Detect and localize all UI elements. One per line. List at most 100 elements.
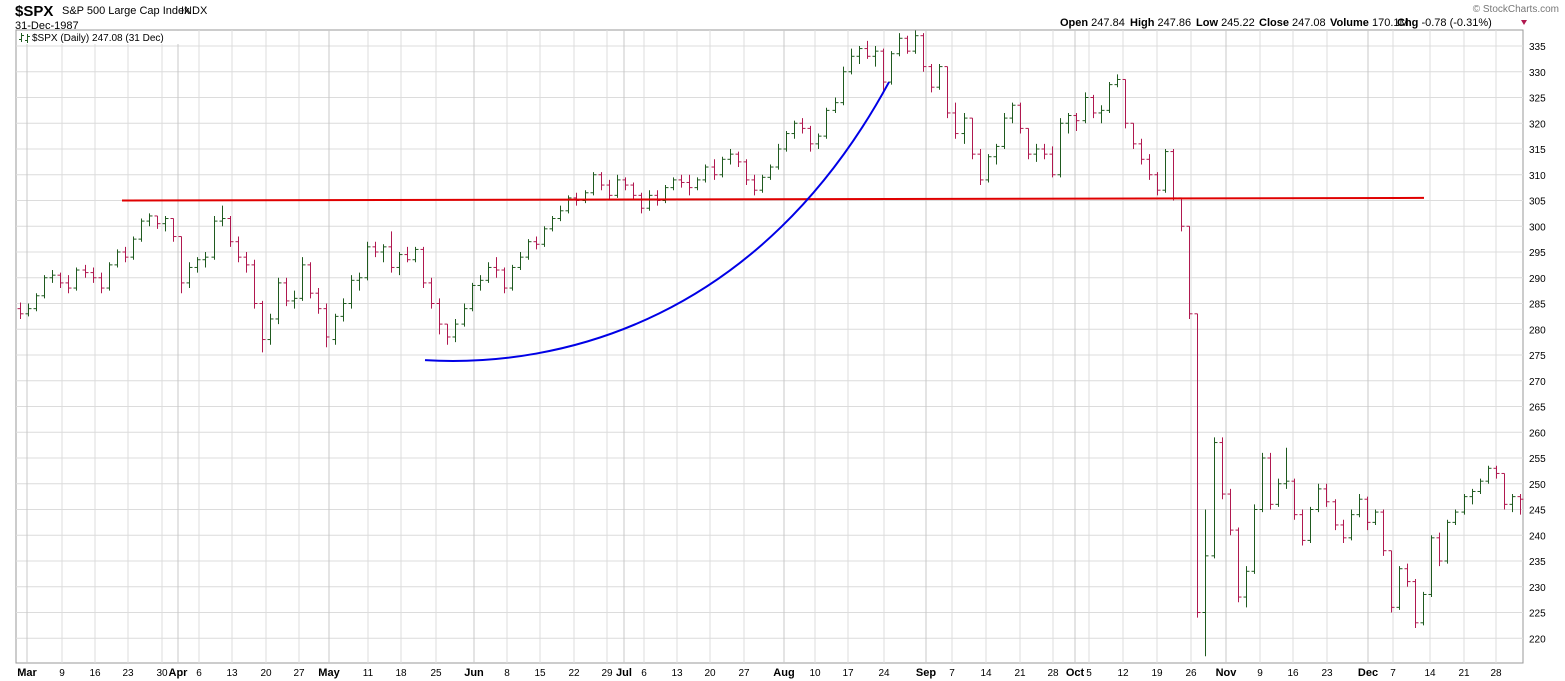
- down-triangle-icon: [1521, 20, 1527, 25]
- price-bar: [452, 318, 459, 343]
- price-bar: [1130, 122, 1137, 149]
- x-tick-label: 5: [1086, 668, 1092, 679]
- y-tick-label: 325: [1529, 94, 1546, 105]
- price-bar: [461, 303, 468, 327]
- x-tick-label: 14: [980, 668, 992, 679]
- x-tick-label: 16: [89, 668, 101, 679]
- price-bar: [848, 48, 855, 75]
- y-tick-label: 225: [1529, 609, 1546, 620]
- ohlc-close: Close 247.08: [1259, 17, 1326, 29]
- x-tick-label: 13: [671, 668, 683, 679]
- x-tick-label: Aug: [773, 667, 794, 679]
- price-bar: [1340, 519, 1347, 543]
- y-tick-label: 335: [1529, 42, 1546, 53]
- price-bar: [791, 120, 798, 139]
- price-bar: [1098, 105, 1105, 124]
- price-bar: [541, 226, 548, 247]
- annotations: [121, 81, 1425, 362]
- x-tick-label: 10: [809, 668, 821, 679]
- price-bar: [1025, 127, 1032, 160]
- price-bar: [1090, 94, 1097, 119]
- price-bar: [686, 174, 693, 196]
- price-bar: [291, 290, 298, 309]
- price-bar: [1001, 112, 1008, 149]
- plot-area: [15, 29, 1524, 664]
- x-tick-label: 20: [704, 668, 716, 679]
- x-tick-label: Mar: [17, 667, 37, 679]
- y-tick-label: 265: [1529, 403, 1546, 414]
- price-bar: [630, 182, 637, 201]
- price-bar: [961, 112, 968, 144]
- parabolic-curve: [424, 81, 890, 362]
- price-bar: [1122, 78, 1129, 129]
- price-bar: [654, 190, 661, 206]
- price-bar: [73, 267, 80, 291]
- price-bar: [1315, 483, 1322, 513]
- y-tick-label: 260: [1529, 428, 1546, 439]
- price-bar: [694, 177, 701, 191]
- x-tick-label: 28: [1490, 668, 1502, 679]
- price-bar: [549, 215, 556, 232]
- price-bar: [590, 172, 597, 196]
- price-bar: [1299, 509, 1306, 546]
- date-label: 31-Dec-1987: [15, 20, 79, 32]
- price-bar: [1509, 494, 1516, 513]
- price-bar: [49, 270, 56, 283]
- price-bar: [1477, 478, 1484, 495]
- price-bar: [227, 215, 234, 247]
- x-tick-label: 27: [293, 668, 305, 679]
- y-tick-label: 290: [1529, 274, 1546, 285]
- y-tick-label: 300: [1529, 222, 1546, 233]
- price-bar: [1114, 74, 1121, 88]
- price-bar: [823, 107, 830, 139]
- y-tick-label: 240: [1529, 531, 1546, 542]
- price-bar: [920, 33, 927, 72]
- x-tick-label: 11: [363, 668, 374, 679]
- price-bar: [1501, 472, 1508, 510]
- x-tick-label: 8: [504, 668, 510, 679]
- price-bar: [1259, 452, 1266, 513]
- price-bar: [170, 218, 177, 242]
- price-bar: [912, 30, 919, 54]
- y-tick-label: 230: [1529, 583, 1546, 594]
- x-tick-label: 28: [1047, 668, 1059, 679]
- price-bar: [517, 252, 524, 271]
- price-bar: [420, 246, 427, 289]
- price-bar: [896, 33, 903, 57]
- x-tick-label: Jul: [616, 667, 632, 679]
- ohlc-chg: Chg -0.78 (-0.31%): [1397, 17, 1492, 29]
- price-bar: [1517, 494, 1524, 515]
- price-bar: [178, 236, 185, 294]
- x-tick-label: 6: [196, 668, 202, 679]
- price-bar: [348, 275, 355, 309]
- price-bar: [969, 117, 976, 160]
- x-tick-label: 17: [842, 668, 854, 679]
- price-bar: [1194, 313, 1201, 618]
- price-bar: [1065, 112, 1072, 134]
- price-bar: [872, 46, 879, 67]
- price-bar: [1041, 143, 1048, 160]
- x-tick-label: 14: [1424, 668, 1436, 679]
- price-bar: [1219, 437, 1226, 500]
- price-bar: [888, 51, 895, 85]
- price-bar: [743, 159, 750, 186]
- symbol-title: $SPX: [15, 3, 53, 20]
- price-bar: [832, 97, 839, 113]
- price-bar: [944, 66, 951, 119]
- y-tick-label: 295: [1529, 248, 1546, 259]
- price-bar: [1202, 509, 1209, 657]
- price-bar: [235, 236, 242, 263]
- y-tick-label: 270: [1529, 377, 1546, 388]
- x-tick-label: 7: [1390, 668, 1396, 679]
- x-tick-label: 30: [156, 668, 168, 679]
- price-bar: [194, 257, 201, 273]
- price-bar: [1469, 488, 1476, 505]
- ohlc-open: Open 247.84: [1060, 17, 1125, 29]
- x-tick-label: 9: [1257, 668, 1263, 679]
- price-bar: [678, 174, 685, 188]
- price-bar: [162, 215, 169, 232]
- price-bar: [1162, 149, 1169, 193]
- price-bar: [1461, 494, 1468, 515]
- ohlc-volume: Volume 170.1M: [1330, 17, 1409, 29]
- price-bar: [477, 275, 484, 291]
